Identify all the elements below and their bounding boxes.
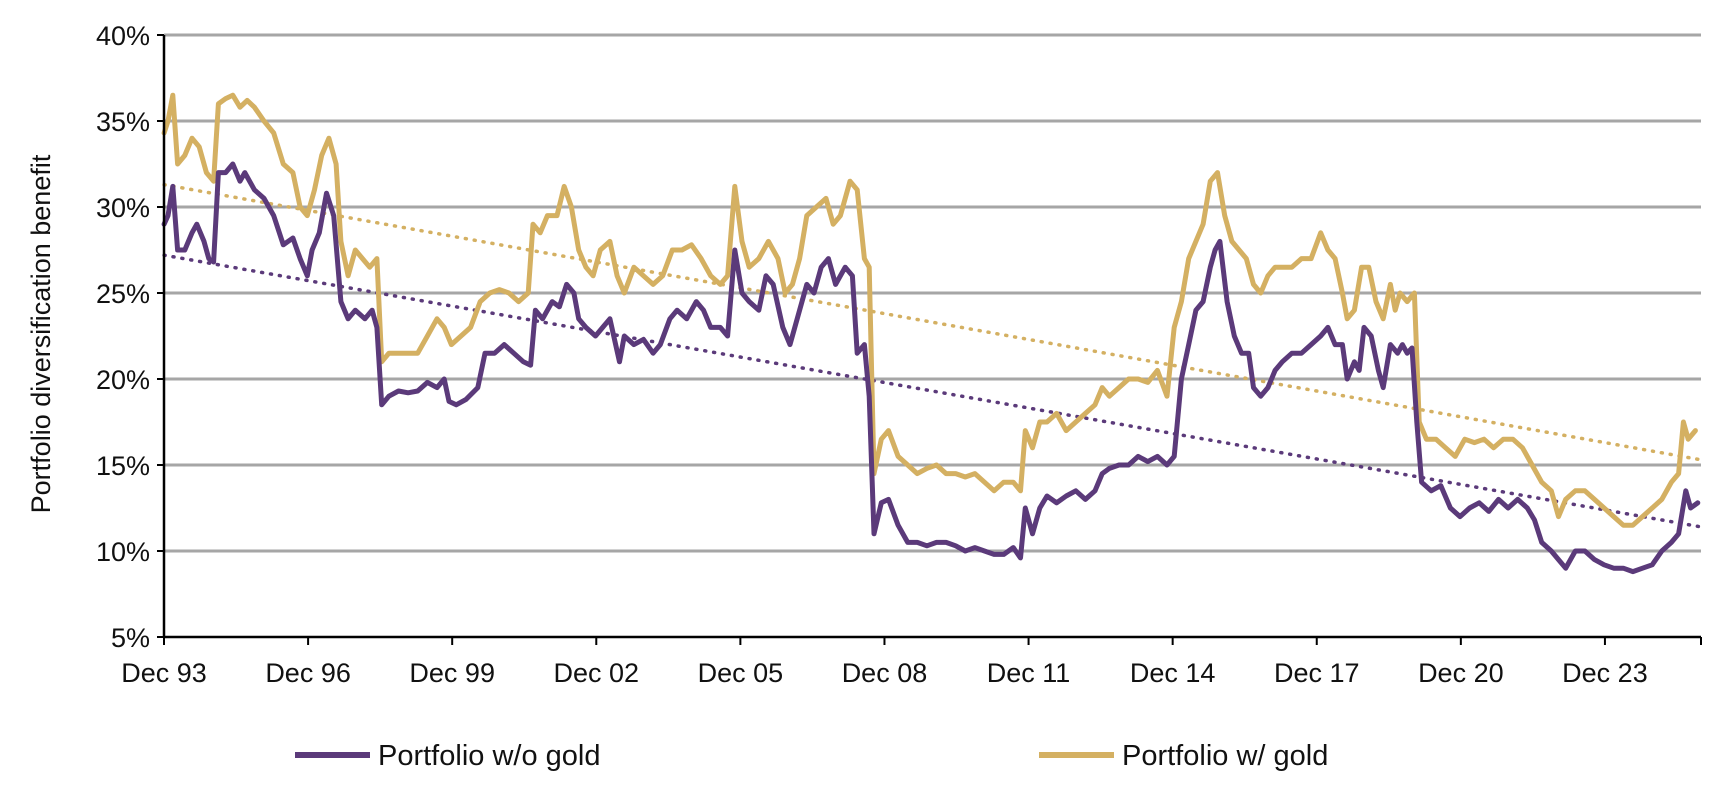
x-tick-label: Dec 96: [265, 658, 351, 688]
y-tick-label: 5%: [111, 623, 150, 653]
series-line-with-gold: [161, 92, 1698, 528]
legend-item: Portfolio w/o gold: [295, 740, 600, 772]
y-tick-label: 35%: [96, 107, 150, 137]
x-tick-label: Dec 17: [1274, 658, 1360, 688]
y-tick-label: 30%: [96, 193, 150, 223]
y-axis-title: Portfolio diversification benefit: [26, 154, 56, 513]
x-tick-label: Dec 11: [987, 658, 1071, 688]
series-lines: [161, 92, 1701, 575]
trendlines: [162, 182, 1703, 529]
x-tick-label: Dec 05: [698, 658, 784, 688]
trendline-with-gold: [162, 182, 1703, 462]
y-tick-label: 15%: [96, 451, 150, 481]
series-line-without-gold: [161, 161, 1701, 575]
x-tick-label: Dec 08: [842, 658, 928, 688]
axes: 5% 10% 15% 20% 25% 30% 35% 40% Dec 93 Dec 96 Dec 9…: [96, 21, 1702, 688]
x-tick-label: Dec 93: [121, 658, 207, 688]
legend: Portfolio w/o gold Portfolio w/ gold: [295, 740, 1328, 772]
legend-label: Portfolio w/ gold: [1122, 740, 1328, 772]
x-tick-label: Dec 23: [1562, 658, 1648, 688]
y-tick-label: 20%: [96, 365, 150, 395]
legend-label: Portfolio w/o gold: [378, 740, 600, 772]
legend-item: Portfolio w/ gold: [1039, 740, 1328, 772]
trendline-without-gold: [162, 253, 1703, 529]
x-tick-label: Dec 02: [554, 658, 640, 688]
x-tick-label: Dec 14: [1130, 658, 1216, 688]
x-tick-label: Dec 20: [1418, 658, 1504, 688]
y-tick-label: 40%: [96, 21, 150, 51]
y-tick-label: 10%: [96, 537, 150, 567]
x-tick-label: Dec 99: [409, 658, 495, 688]
y-tick-label: 25%: [96, 279, 150, 309]
